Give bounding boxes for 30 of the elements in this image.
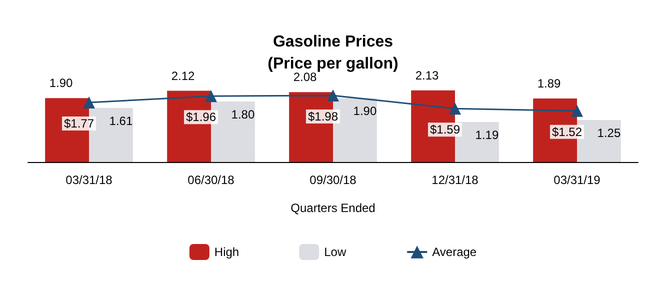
point xyxy=(571,104,583,117)
x-tick-label: 06/30/18 xyxy=(188,173,235,187)
point xyxy=(327,89,339,102)
point xyxy=(83,96,95,109)
x-tick-label: 12/31/18 xyxy=(432,173,479,187)
legend-label: High xyxy=(214,245,240,259)
data-label: 2.13 xyxy=(415,68,440,82)
data-label: 2.08 xyxy=(293,70,318,84)
x-tick-label: 03/31/19 xyxy=(554,173,601,187)
x-tick-label: 03/31/18 xyxy=(66,173,113,187)
data-label: 1.19 xyxy=(475,128,499,142)
data-label: 2.12 xyxy=(171,68,196,83)
data-label: $1.98 xyxy=(308,109,338,124)
data-label: 1.80 xyxy=(231,108,255,122)
data-label: 1.25 xyxy=(597,126,621,140)
x-axis-title: Quarters Ended xyxy=(290,201,376,215)
point xyxy=(449,102,461,115)
legend-label: Average xyxy=(432,245,477,259)
legend-label: Low xyxy=(324,245,346,259)
data-label: $1.96 xyxy=(186,110,216,124)
data-label: 1.61 xyxy=(109,114,133,128)
data-label: 1.89 xyxy=(537,76,562,90)
data-label: $1.52 xyxy=(552,124,582,139)
point xyxy=(205,90,217,102)
data-label: 1.90 xyxy=(49,76,74,90)
x-tick-label: 09/30/18 xyxy=(310,173,357,187)
data-label: 1.90 xyxy=(353,104,377,118)
data-label: $1.77 xyxy=(64,116,94,131)
data-label: $1.59 xyxy=(430,122,460,137)
chart-title: Gasoline Prices (Price per gallon) xyxy=(268,34,398,72)
